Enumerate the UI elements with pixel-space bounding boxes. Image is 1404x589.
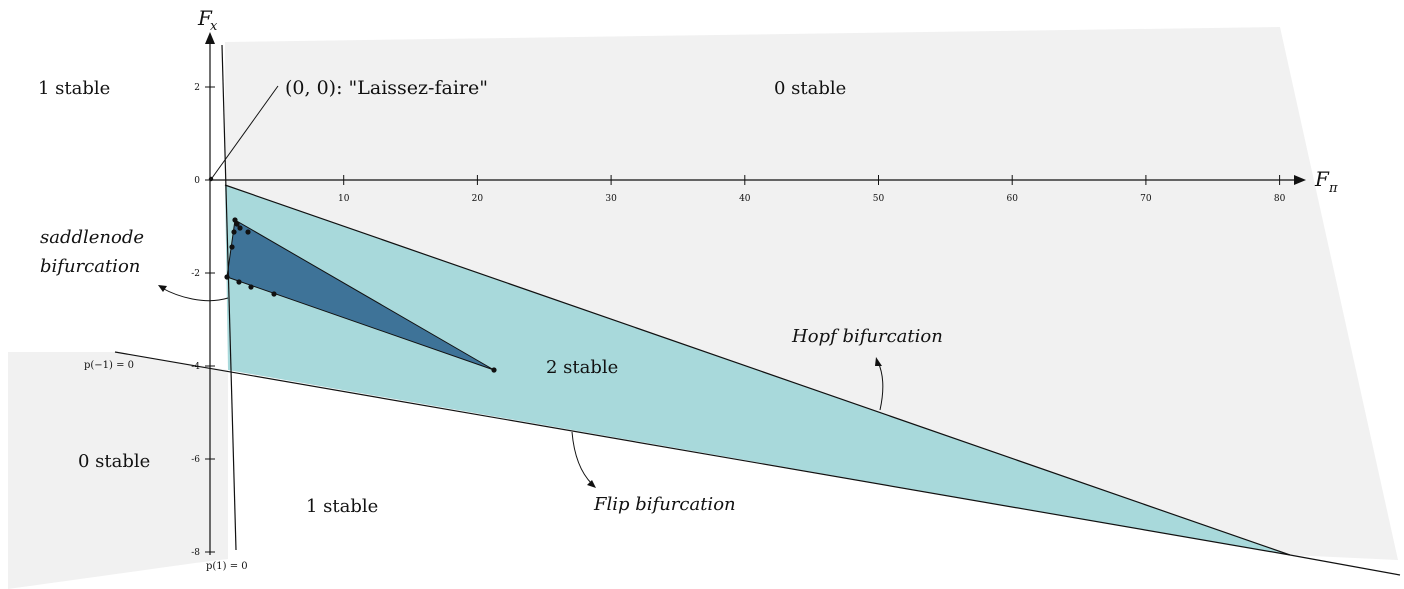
boundary-point — [236, 279, 242, 285]
boundary-point — [237, 225, 243, 231]
region-label-0-stable-top: 0 stable — [774, 78, 846, 99]
region-label-1-stable-bottom: 1 stable — [306, 496, 378, 517]
zero-stable-gray-region-left — [8, 352, 228, 589]
region-label-0-stable-left: 0 stable — [78, 451, 150, 472]
x-axis-arrowhead — [1294, 175, 1306, 185]
boundary-point — [224, 274, 230, 280]
boundary-point — [248, 284, 254, 290]
y-tick-label: -2 — [191, 269, 200, 279]
laissez-faire-label: (0, 0): "Laissez-faire" — [285, 77, 488, 99]
y-axis-arrowhead — [205, 32, 215, 44]
x-tick-label: 80 — [1274, 194, 1286, 204]
y-tick-label: -4 — [191, 362, 200, 372]
flip-label: Flip bifurcation — [593, 494, 736, 515]
x-tick-label: 60 — [1006, 194, 1018, 204]
boundary-point — [271, 291, 277, 297]
y-axis-title: F — [197, 6, 213, 30]
y-tick-label: -6 — [191, 455, 200, 465]
saddlenode-label-line2: bifurcation — [40, 256, 140, 277]
region-label-2-stable: 2 stable — [546, 357, 618, 378]
flip-bifurcation-line — [114, 351, 1291, 556]
saddlenode-arrow — [161, 287, 229, 302]
p-one-label: p(1) = 0 — [206, 561, 248, 572]
boundary-point — [234, 221, 240, 227]
x-tick-label: 70 — [1140, 194, 1152, 204]
flip-arrow — [571, 431, 593, 485]
x-tick-label: 30 — [605, 194, 617, 204]
y-tick-label: -8 — [191, 548, 200, 558]
boundary-point — [231, 229, 237, 235]
zero-stable-gray-region — [225, 27, 1398, 560]
boundary-point — [229, 244, 235, 250]
x-tick-label: 10 — [338, 194, 350, 204]
x-tick-label: 40 — [739, 194, 751, 204]
saddlenode-label-line1: saddlenode — [40, 227, 144, 248]
x-tick-label: 50 — [873, 194, 885, 204]
boundary-point — [245, 229, 251, 235]
origin-point — [208, 176, 214, 182]
laissez-faire-pointer — [211, 85, 279, 179]
saddlenode-arrowhead — [158, 285, 167, 292]
saddlenode-line — [221, 44, 237, 551]
hopf-arrowhead — [875, 357, 882, 366]
y-tick-label: 0 — [194, 176, 200, 186]
hopf-bifurcation-line — [224, 184, 1291, 556]
boundary-point — [232, 217, 238, 223]
flip-arrowhead — [587, 480, 596, 488]
y-axis-subscript: x — [210, 19, 218, 34]
hopf-label: Hopf bifurcation — [791, 326, 943, 347]
flip-bifurcation-line-ext — [1289, 554, 1401, 576]
x-axis-subscript: π — [1328, 181, 1338, 196]
x-tick-label: 20 — [472, 194, 484, 204]
p-minus-one-label: p(−1) = 0 — [84, 360, 134, 371]
boundary-point — [491, 367, 497, 373]
region-label-1-stable-top: 1 stable — [38, 78, 110, 99]
x-axis-title: F — [1314, 167, 1330, 191]
y-tick-label: 2 — [194, 83, 200, 93]
